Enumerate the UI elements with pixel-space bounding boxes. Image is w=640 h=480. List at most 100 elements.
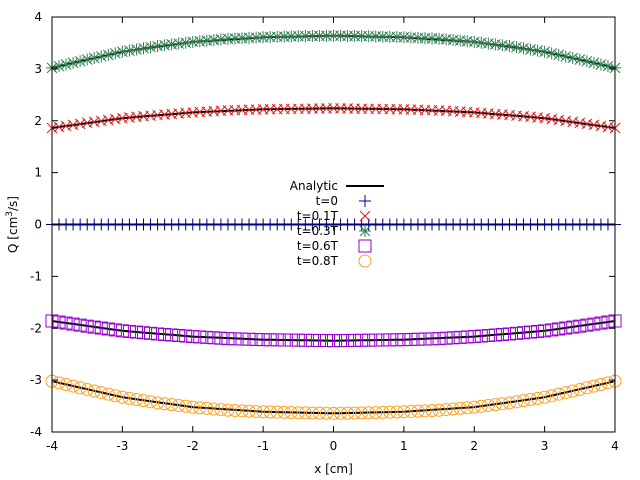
data-point bbox=[193, 35, 206, 48]
data-point bbox=[88, 51, 101, 64]
data-point bbox=[136, 394, 150, 408]
data-point bbox=[467, 330, 481, 344]
data-point bbox=[488, 328, 502, 342]
x-tick-label: -2 bbox=[187, 439, 199, 453]
data-point bbox=[101, 322, 115, 336]
data-point bbox=[66, 317, 80, 331]
legend-label: Analytic bbox=[290, 179, 338, 193]
y-tick-label: 0 bbox=[34, 218, 42, 232]
x-tick-label: -4 bbox=[46, 439, 58, 453]
data-point bbox=[298, 406, 312, 420]
data-point bbox=[327, 406, 340, 420]
data-point bbox=[67, 56, 80, 69]
data-point bbox=[397, 333, 411, 347]
data-point bbox=[369, 333, 383, 347]
data-point bbox=[481, 329, 495, 343]
data-point bbox=[433, 32, 446, 45]
legend-marker-swatch bbox=[359, 210, 371, 222]
data-point bbox=[200, 330, 214, 344]
legend-marker-swatch bbox=[358, 254, 372, 268]
data-point bbox=[517, 394, 531, 408]
data-point bbox=[122, 391, 136, 405]
data-point bbox=[214, 403, 228, 417]
data-point bbox=[186, 400, 200, 414]
data-point bbox=[277, 333, 291, 347]
y-tick-label: -1 bbox=[30, 269, 42, 283]
data-point bbox=[284, 333, 298, 347]
data-point bbox=[552, 387, 566, 401]
x-tick-label: 0 bbox=[330, 439, 338, 453]
data-point bbox=[580, 318, 594, 332]
data-point bbox=[263, 405, 277, 419]
data-point bbox=[502, 327, 516, 341]
data-point bbox=[80, 382, 94, 396]
data-point bbox=[249, 332, 263, 346]
data-point bbox=[509, 326, 523, 340]
data-point bbox=[460, 330, 474, 344]
data-point bbox=[116, 45, 129, 58]
data-point bbox=[256, 405, 270, 419]
legend-label: t=0.8T bbox=[297, 254, 339, 268]
data-point bbox=[524, 393, 538, 407]
data-point bbox=[474, 399, 488, 413]
data-point bbox=[87, 384, 101, 398]
data-point bbox=[298, 333, 312, 347]
analytic-curve bbox=[51, 107, 616, 129]
legend-label: t=0.6T bbox=[297, 239, 339, 253]
data-point bbox=[158, 39, 171, 52]
data-point bbox=[158, 397, 172, 411]
data-point bbox=[524, 43, 537, 56]
data-point bbox=[397, 405, 411, 419]
data-point bbox=[355, 406, 369, 420]
data-point bbox=[334, 334, 348, 348]
data-point bbox=[573, 382, 587, 396]
data-point bbox=[453, 401, 467, 415]
data-point bbox=[207, 34, 220, 47]
data-point bbox=[425, 332, 439, 346]
data-point bbox=[144, 326, 158, 340]
data-point bbox=[559, 386, 573, 400]
data-point bbox=[538, 45, 551, 58]
data-point bbox=[369, 406, 383, 420]
data-point bbox=[136, 326, 150, 340]
legend-label: t=0.3T bbox=[297, 224, 339, 238]
data-point bbox=[559, 321, 573, 335]
data-point bbox=[587, 56, 600, 69]
data-point bbox=[573, 53, 586, 66]
data-point bbox=[376, 333, 390, 347]
data-point bbox=[144, 41, 157, 54]
data-point bbox=[319, 406, 333, 420]
data-point bbox=[52, 376, 66, 390]
data-point bbox=[242, 404, 256, 418]
data-point bbox=[73, 318, 87, 332]
data-point bbox=[432, 403, 446, 417]
data-point bbox=[531, 391, 545, 405]
analytic-curve bbox=[51, 320, 616, 342]
y-tick-label: 2 bbox=[34, 114, 42, 128]
data-point bbox=[312, 333, 326, 347]
data-point bbox=[179, 399, 193, 413]
data-point bbox=[172, 398, 186, 412]
data-point bbox=[60, 58, 73, 71]
data-point bbox=[440, 33, 453, 46]
data-point bbox=[341, 333, 355, 347]
data-point bbox=[383, 405, 397, 419]
data-point bbox=[552, 48, 565, 61]
data-point bbox=[235, 332, 249, 346]
y-axis-label-text: Q [cm bbox=[6, 217, 20, 253]
data-point bbox=[594, 377, 608, 391]
legend-label: t=0.1T bbox=[297, 209, 339, 223]
data-point bbox=[221, 403, 235, 417]
data-point bbox=[242, 332, 256, 346]
data-point bbox=[580, 381, 594, 395]
data-point bbox=[383, 333, 397, 347]
data-point bbox=[517, 326, 531, 340]
data-point bbox=[587, 317, 601, 331]
data-point bbox=[200, 401, 214, 415]
data-point bbox=[73, 381, 87, 395]
data-point bbox=[158, 327, 172, 341]
data-point bbox=[186, 330, 200, 344]
data-point bbox=[447, 34, 460, 47]
